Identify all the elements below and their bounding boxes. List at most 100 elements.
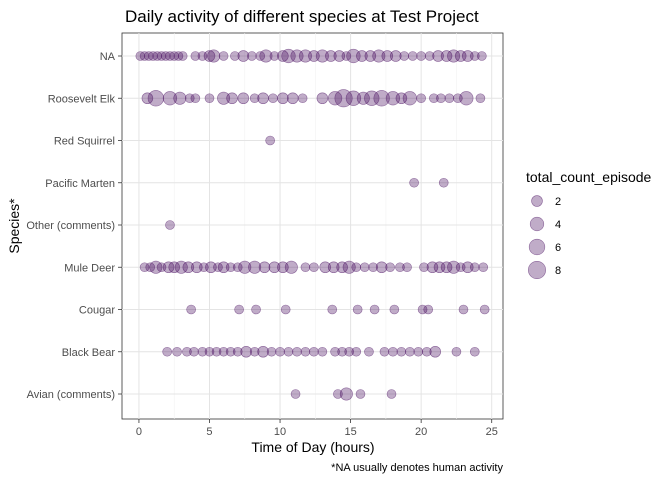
data-point bbox=[247, 51, 257, 61]
x-tick-label: 10 bbox=[274, 426, 286, 438]
data-point bbox=[424, 51, 435, 61]
data-point bbox=[316, 92, 329, 105]
data-point bbox=[438, 177, 449, 188]
y-tick-label: Red Squirrel bbox=[54, 136, 115, 148]
data-point bbox=[297, 93, 308, 104]
data-point bbox=[440, 261, 453, 274]
data-points bbox=[135, 48, 490, 401]
x-tick-label: 25 bbox=[486, 426, 498, 438]
data-point bbox=[268, 93, 278, 104]
plot-panel bbox=[121, 32, 504, 420]
data-point bbox=[461, 50, 474, 62]
data-point bbox=[268, 261, 281, 274]
legend-label: 8 bbox=[555, 265, 561, 277]
data-point bbox=[381, 50, 394, 62]
y-axis: NA Roosevelt Elk Red Squirrel Pacific Marte… bbox=[26, 51, 122, 401]
data-point bbox=[319, 261, 331, 274]
y-tick-label: NA bbox=[100, 51, 116, 63]
data-point bbox=[317, 346, 328, 357]
data-point bbox=[266, 346, 277, 357]
y-axis-title: Species* bbox=[6, 198, 22, 254]
data-point bbox=[277, 92, 289, 105]
size-legend: total_count_episode 2 4 6 8 bbox=[526, 169, 652, 280]
data-point bbox=[426, 261, 439, 274]
data-point bbox=[419, 262, 429, 273]
data-point bbox=[211, 346, 222, 357]
data-point bbox=[149, 260, 163, 274]
data-point bbox=[416, 93, 426, 104]
data-point bbox=[141, 92, 154, 105]
data-point bbox=[351, 346, 362, 357]
data-point bbox=[386, 389, 397, 399]
data-point bbox=[359, 262, 370, 273]
data-point bbox=[230, 51, 240, 61]
data-point bbox=[147, 90, 165, 107]
data-point bbox=[336, 261, 348, 274]
data-point bbox=[405, 346, 415, 357]
data-point bbox=[190, 93, 201, 104]
data-point bbox=[469, 262, 480, 273]
data-point bbox=[395, 92, 408, 105]
data-point bbox=[165, 220, 175, 230]
legend-key bbox=[529, 216, 545, 232]
data-point bbox=[447, 49, 461, 63]
data-point bbox=[186, 304, 196, 315]
data-point bbox=[300, 262, 311, 273]
data-point bbox=[162, 91, 178, 106]
data-point bbox=[389, 304, 400, 315]
data-point bbox=[309, 346, 319, 357]
data-point bbox=[255, 51, 266, 61]
data-point bbox=[396, 346, 407, 357]
data-point bbox=[265, 135, 275, 146]
data-point bbox=[356, 91, 370, 105]
data-point bbox=[395, 262, 405, 273]
data-point bbox=[429, 93, 439, 104]
y-tick-label: Mule Deer bbox=[64, 262, 115, 274]
data-point bbox=[385, 262, 395, 273]
x-tick-label: 15 bbox=[344, 426, 356, 438]
data-point bbox=[355, 389, 366, 399]
y-tick-label: Pacific Marten bbox=[45, 178, 115, 190]
legend-key bbox=[527, 260, 547, 280]
data-point bbox=[207, 49, 221, 63]
x-tick-label: 20 bbox=[415, 426, 427, 438]
data-point bbox=[191, 261, 203, 274]
data-point bbox=[447, 260, 461, 274]
data-point bbox=[379, 346, 390, 357]
data-point bbox=[218, 51, 229, 61]
data-point bbox=[373, 90, 390, 107]
data-point bbox=[342, 260, 356, 274]
data-point bbox=[315, 49, 329, 63]
legend-key bbox=[531, 195, 543, 207]
data-point bbox=[225, 262, 236, 273]
data-point bbox=[423, 304, 434, 315]
data-point bbox=[385, 91, 401, 106]
data-point bbox=[190, 51, 201, 61]
data-point bbox=[174, 260, 188, 274]
data-point bbox=[232, 346, 243, 357]
data-point bbox=[477, 51, 487, 61]
data-point bbox=[249, 93, 260, 104]
data-point bbox=[461, 261, 474, 274]
data-point bbox=[388, 346, 398, 357]
data-point bbox=[234, 304, 244, 315]
data-point bbox=[217, 91, 231, 105]
data-point bbox=[173, 91, 187, 105]
data-point bbox=[292, 346, 302, 357]
data-point bbox=[352, 304, 363, 315]
data-point bbox=[284, 260, 298, 274]
x-axis-title: Time of Day (hours) bbox=[251, 439, 374, 455]
data-point bbox=[204, 346, 215, 357]
legend-key bbox=[528, 238, 546, 256]
legend-label: 4 bbox=[555, 219, 561, 231]
data-point bbox=[444, 93, 455, 104]
data-point bbox=[257, 92, 269, 105]
data-point bbox=[399, 51, 410, 61]
data-point bbox=[257, 345, 269, 358]
data-point bbox=[325, 50, 337, 62]
legend-title: total_count_episode bbox=[526, 169, 652, 185]
data-point bbox=[440, 50, 453, 62]
data-point bbox=[469, 51, 480, 61]
data-point bbox=[372, 49, 386, 63]
